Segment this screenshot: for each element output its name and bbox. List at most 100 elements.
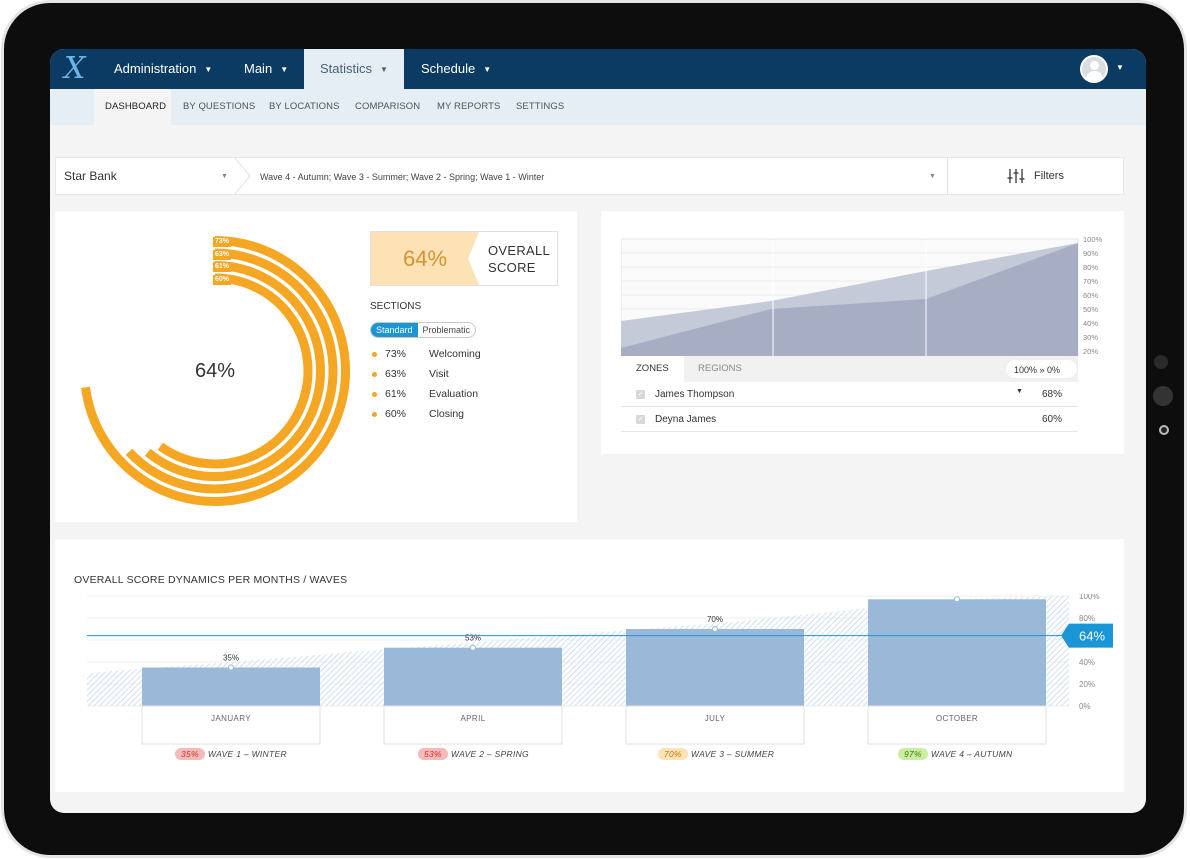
zone-value: 60% — [1041, 414, 1062, 425]
sections-toggle: Standard Problematic — [370, 322, 477, 338]
ring-label: 63% — [213, 250, 232, 260]
area-series-front — [621, 243, 1078, 356]
section-pct: 63% — [385, 368, 407, 380]
dynamics-trend-area-shape — [87, 596, 1069, 706]
wave-pct-pill: 97% — [898, 748, 928, 760]
donut-svg — [81, 236, 350, 506]
wave-legend-1: 35% WAVE 1 – WINTER — [175, 748, 287, 760]
zones-area-chart: 100% 90% 80% 70% 60% 50% 40% 30% 20% — [621, 235, 1103, 356]
filters-button[interactable]: Filters — [1034, 170, 1064, 182]
nav-statistics[interactable]: Statistics ▼ — [304, 49, 404, 89]
nav-label: Main — [244, 61, 273, 76]
dynamics-title: OVERALL SCORE DYNAMICS PER MONTHS / WAVE… — [74, 574, 348, 586]
subnav-dashboard[interactable]: DASHBOARD — [94, 89, 171, 125]
filter-bar: Star Bank ▼ Wave 4 - Autumn; Wave 3 - Su… — [55, 157, 1124, 195]
area-y-tick: 60% — [1083, 291, 1098, 300]
zone-row[interactable]: ✓ James Thompson 68% — [621, 382, 1078, 407]
donut-ring-arc — [157, 273, 313, 469]
caret-down-icon: ▼ — [204, 64, 213, 74]
sub-nav: DASHBOARD BY QUESTIONS BY LOCATIONS COMP… — [50, 89, 1146, 125]
top-nav: X Administration ▼ Main ▼ Statistics ▼ Sche… — [50, 49, 1146, 89]
average-marker-flag — [1061, 623, 1113, 648]
subnav-by-locations[interactable]: BY LOCATIONS — [269, 101, 340, 112]
waves-select[interactable]: Wave 4 - Autumn; Wave 3 - Summer; Wave 2… — [260, 172, 545, 182]
subnav-settings[interactable]: SETTINGS — [516, 101, 565, 112]
caret-down-icon: ▼ — [380, 64, 388, 74]
sliders-icon[interactable] — [1007, 168, 1025, 184]
waves-caret-icon[interactable]: ▼ — [929, 173, 936, 180]
dynamics-card: OVERALL SCORE DYNAMICS PER MONTHS / WAVE… — [55, 539, 1124, 792]
zones-tabs: ZONES REGIONS 100% » 0% ▼ — [621, 356, 1078, 395]
dynamics-y-ticks: 100%80%60%40%20%0% — [1079, 594, 1099, 711]
dynamics-bar[interactable] — [142, 667, 320, 707]
user-avatar[interactable] — [1080, 55, 1108, 83]
section-pct: 73% — [385, 348, 407, 360]
month-label: JANUARY — [211, 714, 251, 723]
subnav-comparison[interactable]: COMPARISON — [355, 101, 421, 112]
area-y-tick: 90% — [1083, 249, 1098, 258]
toggle-problematic[interactable]: Problematic — [422, 325, 471, 335]
dynamics-bar[interactable] — [868, 599, 1046, 706]
average-marker-label: 64% — [1079, 629, 1105, 644]
bar-value-label: 70% — [707, 615, 723, 624]
range-label: 100% » 0% — [1014, 365, 1061, 375]
bar-point — [228, 664, 234, 671]
tab-regions[interactable]: REGIONS — [698, 363, 742, 374]
sections-title: SECTIONS — [370, 301, 422, 312]
nav-main[interactable]: Main ▼ — [232, 49, 300, 89]
checkbox-icon[interactable]: ✓ — [636, 390, 645, 399]
subnav-my-reports[interactable]: MY REPORTS — [437, 101, 501, 112]
ring-label: 61% — [213, 262, 232, 272]
wave-legend-4: 97% WAVE 4 – AUTUMN — [898, 748, 1012, 760]
user-menu-caret-icon[interactable]: ▼ — [1116, 63, 1124, 72]
bullet-icon — [372, 352, 377, 357]
section-name: Closing — [429, 408, 465, 420]
overall-score-box: 64% OVERALL SCORE — [370, 231, 558, 286]
wave-legend-3: 70% WAVE 3 – SUMMER — [658, 748, 774, 760]
wave-name: WAVE 3 – SUMMER — [690, 749, 775, 759]
section-name: Visit — [429, 368, 449, 380]
month-label: APRIL — [460, 714, 485, 723]
donut-ring-arc — [125, 248, 338, 494]
sensor-dot — [1159, 425, 1169, 435]
bar-point — [954, 596, 960, 603]
wave-pct-pill: 70% — [658, 748, 688, 760]
month-box — [867, 705, 1047, 745]
dynamics-average-marker: 64% — [87, 623, 1113, 648]
dynamics-bar[interactable] — [384, 647, 562, 706]
section-name: Evaluation — [429, 388, 479, 400]
subnav-by-questions[interactable]: BY QUESTIONS — [183, 101, 256, 112]
tablet-frame: X Administration ▼ Main ▼ Statistics ▼ Sche… — [4, 3, 1184, 855]
camera-dot — [1154, 355, 1168, 369]
tab-zones[interactable]: ZONES — [621, 356, 684, 382]
section-pct: 61% — [385, 388, 407, 400]
wave-legend-2: 53% WAVE 2 – SPRING — [418, 748, 529, 760]
bank-select[interactable]: Star Bank — [64, 169, 117, 183]
filter-divider — [947, 158, 948, 194]
toggle-standard[interactable]: Standard — [371, 323, 418, 337]
checkbox-icon[interactable]: ✓ — [636, 415, 645, 424]
overall-label-line2: SCORE — [488, 260, 536, 275]
range-dropdown[interactable]: 100% » 0% ▼ — [1005, 359, 1078, 395]
zone-name: James Thompson — [655, 389, 735, 400]
bank-caret-icon[interactable]: ▼ — [221, 173, 228, 180]
nav-label: Statistics — [320, 61, 373, 76]
dynamics-trend-area — [87, 596, 1069, 706]
area-y-ticks: 100% 90% 80% 70% 60% 50% 40% 30% 20% — [1083, 235, 1103, 356]
app-logo[interactable]: X — [64, 51, 86, 86]
month-box — [141, 705, 321, 745]
area-y-tick: 100% — [1083, 235, 1103, 244]
nav-administration[interactable]: Administration ▼ — [102, 49, 224, 89]
chevron-separator-icon — [234, 157, 251, 195]
area-y-tick: 30% — [1083, 333, 1098, 342]
nav-schedule[interactable]: Schedule ▼ — [409, 49, 503, 89]
dynamics-bar[interactable] — [626, 629, 804, 706]
bullet-icon — [372, 372, 377, 377]
zone-row[interactable]: ✓ Deyna James 60% — [621, 407, 1078, 432]
donut-ring-arc — [81, 236, 350, 506]
donut-center-value: 64% — [194, 359, 236, 382]
overall-label-line1: OVERALL — [488, 243, 551, 258]
zone-value: 68% — [1041, 389, 1062, 400]
